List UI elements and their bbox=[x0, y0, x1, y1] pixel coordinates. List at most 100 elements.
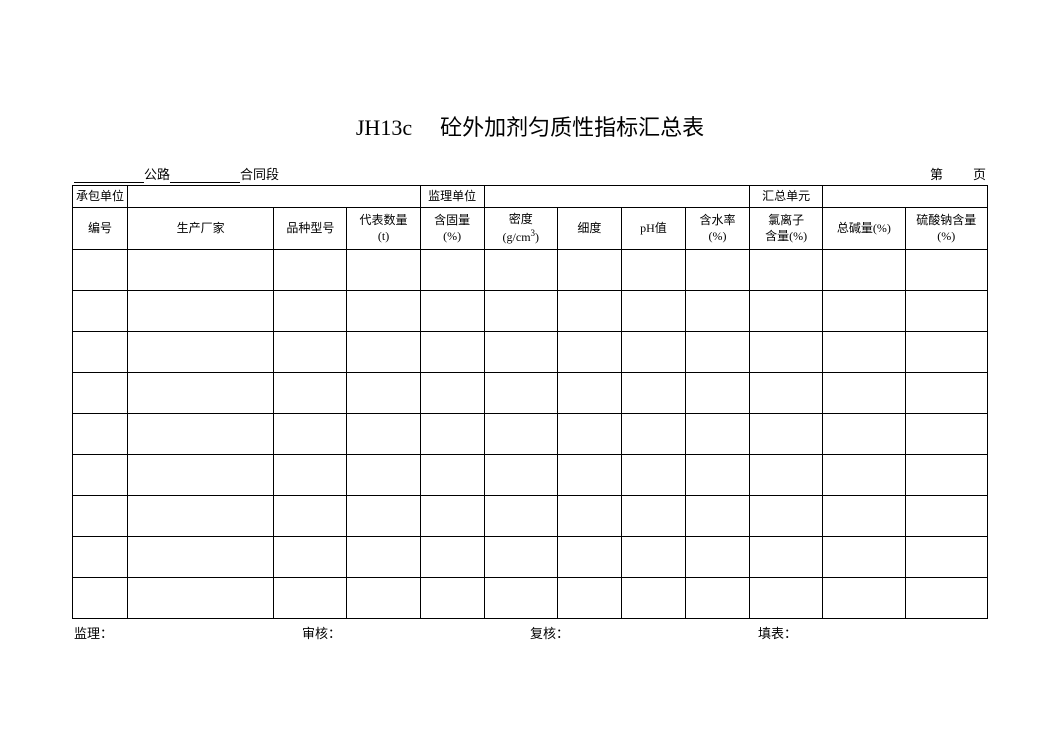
cell bbox=[621, 373, 685, 414]
cell bbox=[484, 414, 557, 455]
cell bbox=[823, 496, 905, 537]
contract-label: 合同段 bbox=[240, 164, 279, 183]
cell bbox=[73, 455, 128, 496]
cell bbox=[347, 455, 420, 496]
cell bbox=[127, 455, 273, 496]
cell bbox=[823, 578, 905, 619]
cell bbox=[347, 578, 420, 619]
column-header-3: 代表数量(t) bbox=[347, 208, 420, 250]
cell bbox=[621, 455, 685, 496]
cell bbox=[905, 455, 987, 496]
cell bbox=[127, 537, 273, 578]
cell bbox=[557, 578, 621, 619]
column-header-4: 含固量(%) bbox=[420, 208, 484, 250]
cell bbox=[557, 537, 621, 578]
cell bbox=[823, 414, 905, 455]
cell bbox=[127, 578, 273, 619]
cell bbox=[73, 537, 128, 578]
road-label: 公路 bbox=[144, 164, 170, 183]
contractor-value bbox=[127, 186, 420, 208]
info-row: 承包单位 监理单位 汇总单元 bbox=[73, 186, 988, 208]
cell bbox=[750, 537, 823, 578]
column-header-11: 硫酸钠含量(%) bbox=[905, 208, 987, 250]
subheader: 公路 合同段 第 页 bbox=[72, 164, 988, 183]
cell bbox=[621, 291, 685, 332]
cell bbox=[420, 578, 484, 619]
cell bbox=[823, 455, 905, 496]
cell bbox=[274, 496, 347, 537]
cell bbox=[685, 496, 749, 537]
cell bbox=[484, 537, 557, 578]
cell bbox=[905, 496, 987, 537]
cell bbox=[347, 537, 420, 578]
cell bbox=[420, 250, 484, 291]
cell bbox=[73, 332, 128, 373]
cell bbox=[557, 496, 621, 537]
form-title: JH13c 砼外加剂匀质性指标汇总表 bbox=[72, 110, 988, 142]
cell bbox=[557, 455, 621, 496]
table-row bbox=[73, 332, 988, 373]
column-header-10: 总碱量(%) bbox=[823, 208, 905, 250]
table-row bbox=[73, 496, 988, 537]
column-header-7: pH值 bbox=[621, 208, 685, 250]
cell bbox=[823, 332, 905, 373]
road-blank bbox=[74, 169, 144, 183]
cell bbox=[750, 291, 823, 332]
title-code: JH13c bbox=[356, 115, 412, 140]
page-prefix: 第 bbox=[930, 164, 943, 183]
contractor-label: 承包单位 bbox=[73, 186, 128, 208]
table-row bbox=[73, 291, 988, 332]
table-row bbox=[73, 373, 988, 414]
cell bbox=[685, 332, 749, 373]
cell bbox=[905, 250, 987, 291]
column-header-1: 生产厂家 bbox=[127, 208, 273, 250]
supervisor-label: 监理单位 bbox=[420, 186, 484, 208]
cell bbox=[750, 332, 823, 373]
cell bbox=[557, 332, 621, 373]
cell bbox=[685, 455, 749, 496]
column-header-6: 细度 bbox=[557, 208, 621, 250]
supervisor-value bbox=[484, 186, 749, 208]
cell bbox=[420, 414, 484, 455]
cell bbox=[823, 537, 905, 578]
title-name: 砼外加剂匀质性指标汇总表 bbox=[440, 115, 704, 140]
cell bbox=[347, 250, 420, 291]
cell bbox=[127, 373, 273, 414]
column-header-5: 密度(g/cm3) bbox=[484, 208, 557, 250]
cell bbox=[274, 291, 347, 332]
cell bbox=[73, 373, 128, 414]
cell bbox=[420, 537, 484, 578]
cell bbox=[127, 250, 273, 291]
cell bbox=[484, 373, 557, 414]
footer: 监理： 审核： 复核： 填表： bbox=[72, 623, 988, 642]
cell bbox=[274, 455, 347, 496]
cell bbox=[420, 373, 484, 414]
footer-review: 复核： bbox=[530, 623, 758, 642]
subheader-right: 第 页 bbox=[930, 164, 986, 183]
cell bbox=[347, 291, 420, 332]
cell bbox=[274, 414, 347, 455]
cell bbox=[905, 291, 987, 332]
cell bbox=[274, 250, 347, 291]
contract-blank bbox=[170, 169, 240, 183]
cell bbox=[274, 373, 347, 414]
summary-label: 汇总单元 bbox=[750, 186, 823, 208]
cell bbox=[905, 578, 987, 619]
cell bbox=[621, 332, 685, 373]
cell bbox=[557, 250, 621, 291]
table-row bbox=[73, 537, 988, 578]
cell bbox=[823, 373, 905, 414]
cell bbox=[127, 332, 273, 373]
main-table: 承包单位 监理单位 汇总单元编号生产厂家品种型号代表数量(t)含固量(%)密度(g/… bbox=[72, 185, 988, 619]
column-header-0: 编号 bbox=[73, 208, 128, 250]
cell bbox=[621, 537, 685, 578]
cell bbox=[127, 414, 273, 455]
cell bbox=[621, 414, 685, 455]
cell bbox=[73, 578, 128, 619]
cell bbox=[557, 414, 621, 455]
cell bbox=[420, 455, 484, 496]
cell bbox=[750, 414, 823, 455]
footer-fill: 填表： bbox=[758, 623, 986, 642]
subheader-left: 公路 合同段 bbox=[74, 164, 279, 183]
column-header-2: 品种型号 bbox=[274, 208, 347, 250]
